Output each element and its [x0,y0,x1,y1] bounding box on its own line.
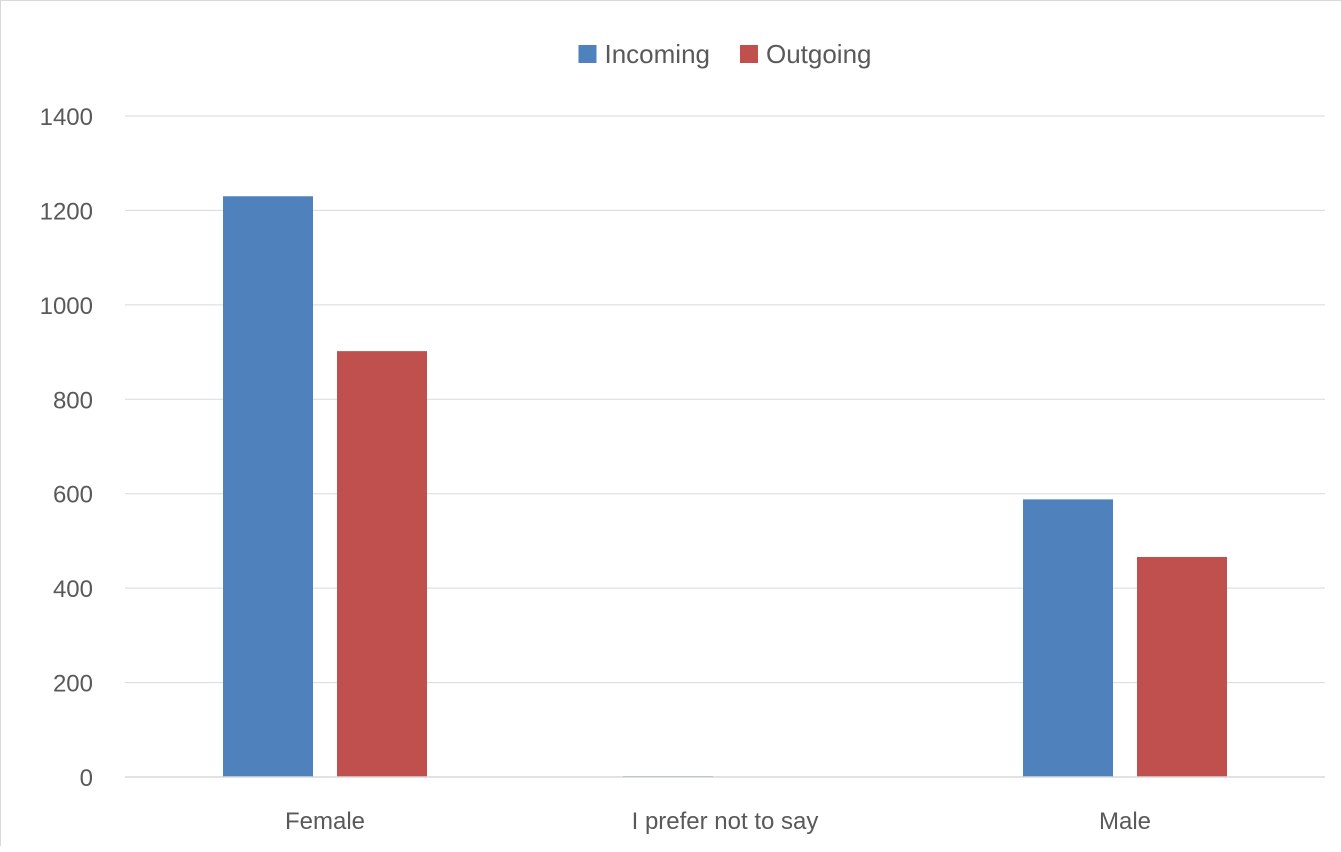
y-tick-label: 1200 [40,198,93,225]
y-tick-label: 800 [53,387,93,414]
bars [223,196,1227,777]
x-tick-label: Female [285,808,365,835]
y-tick-label: 400 [53,576,93,603]
y-tick-label: 200 [53,671,93,698]
legend-label-incoming: Incoming [604,39,710,69]
bar-incoming-female [223,196,313,777]
legend-swatch-outgoing [740,45,758,63]
y-tick-label: 1000 [40,293,93,320]
x-axis-ticks: Female I prefer not to say Male [285,808,1151,835]
y-tick-label: 1400 [40,104,93,131]
x-tick-label: I prefer not to say [632,808,819,835]
legend-swatch-incoming [578,45,596,63]
y-tick-label: 600 [53,482,93,509]
x-tick-label: Male [1099,808,1151,835]
bar-outgoing-male [1137,557,1227,777]
legend-label-outgoing: Outgoing [766,39,872,69]
bar-outgoing-female [337,351,427,777]
y-tick-label: 0 [80,765,93,792]
bar-incoming-male [1023,499,1113,777]
legend: Incoming Outgoing [578,39,871,69]
y-axis-ticks: 0 200 400 600 800 1000 1200 1400 [40,104,93,792]
